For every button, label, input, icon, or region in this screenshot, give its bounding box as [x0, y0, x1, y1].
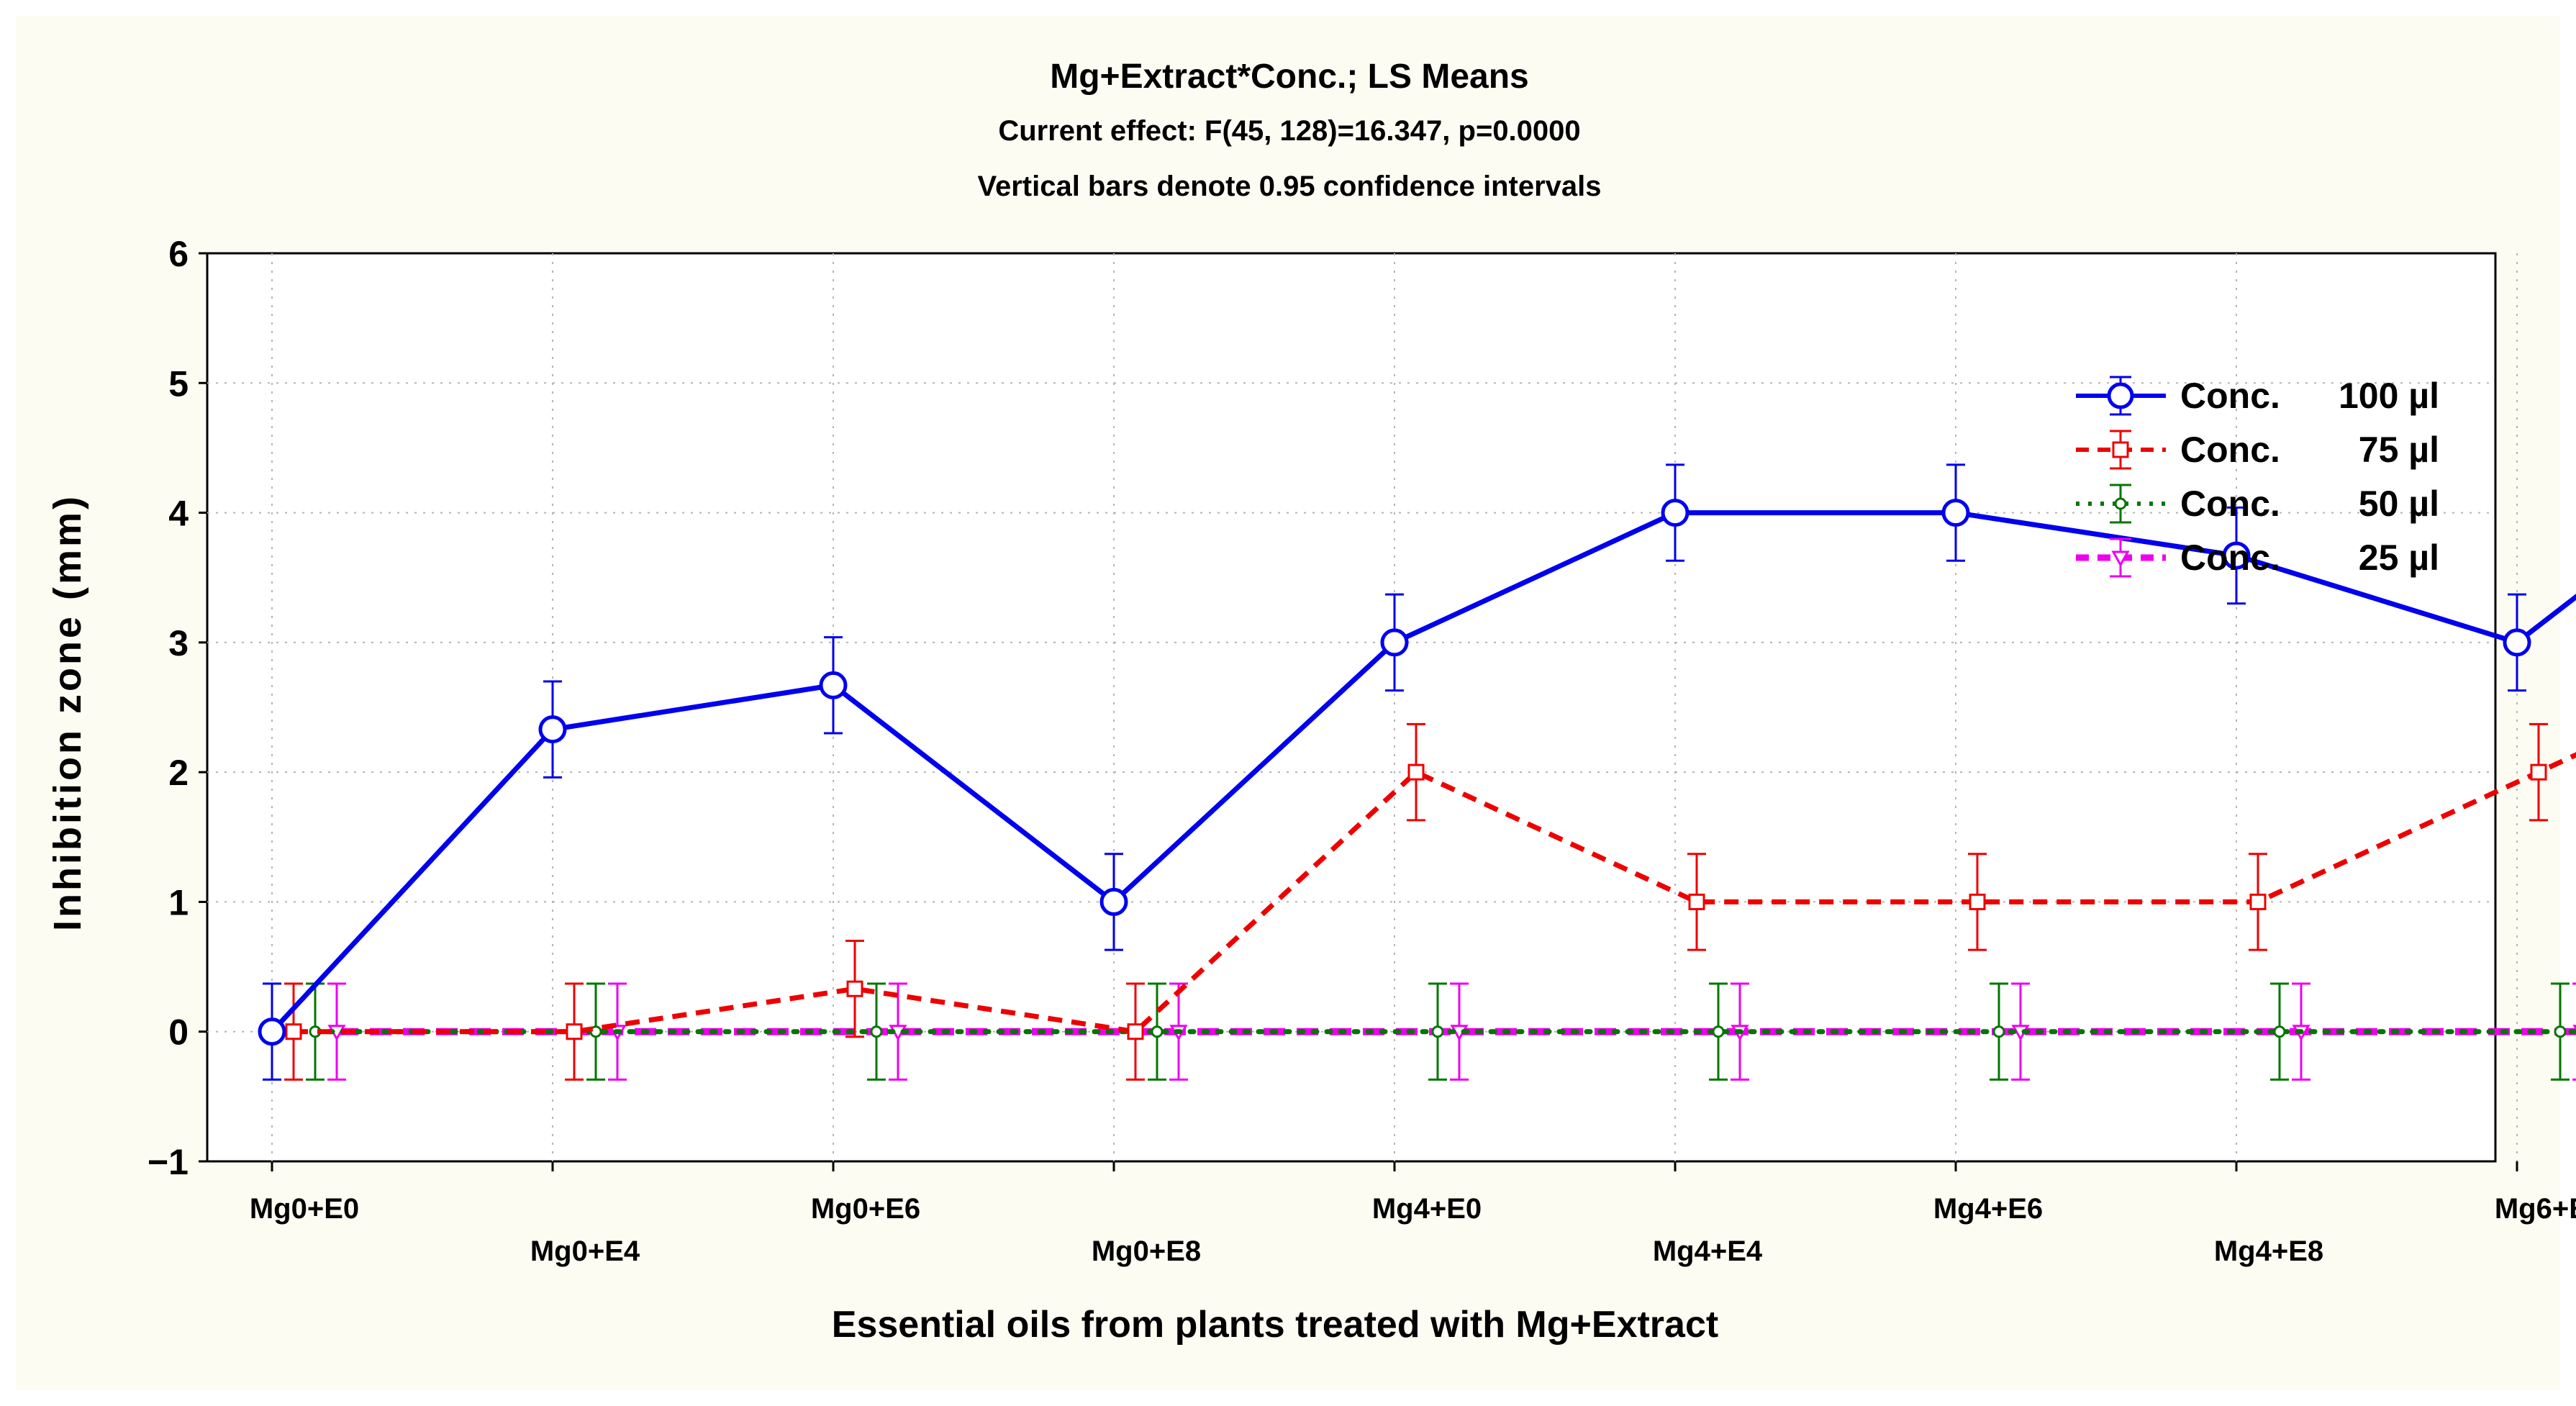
legend: Conc. 100 µl Conc. 75 µl Conc. 50 µl Conc. 25 µ…	[2076, 376, 2439, 578]
data-point	[846, 980, 863, 997]
x-tick-label: Mg4+E4	[1653, 1235, 1763, 1267]
legend-item-2: Conc. 50 µl	[2076, 484, 2439, 524]
y-tick-label: 2	[168, 753, 189, 793]
legend-marker	[2111, 550, 2130, 568]
legend-conc: 100 µl	[2339, 376, 2439, 416]
legend-marker	[2112, 441, 2129, 458]
legend-item-3: Conc. 25 µl	[2076, 538, 2439, 578]
data-point	[1969, 893, 1986, 910]
x-tick-label: Mg6+E0	[2495, 1193, 2576, 1225]
data-point	[2249, 893, 2267, 910]
x-tick-label: Mg4+E8	[2214, 1235, 2323, 1267]
data-point	[2273, 1025, 2286, 1038]
x-tick-label: Mg0+E0	[250, 1193, 359, 1225]
chart-title: Mg+Extract*Conc.; LS Means	[1050, 58, 1528, 96]
plot-area	[206, 252, 2497, 1163]
data-point	[1661, 499, 1690, 527]
data-point	[1992, 1025, 2005, 1038]
data-point	[2554, 1025, 2567, 1038]
legend-label: Conc.	[2180, 430, 2280, 470]
x-tick-label: Mg4+E0	[1372, 1193, 1482, 1225]
y-tick-label: 5	[168, 363, 189, 404]
data-point	[870, 1025, 883, 1038]
data-point	[1380, 628, 1409, 657]
x-tick-label: Mg0+E6	[811, 1193, 920, 1225]
chart-subtitle-ci: Vertical bars denote 0.95 confidence int…	[977, 171, 1601, 202]
legend-marker	[2107, 382, 2134, 409]
data-series	[258, 463, 2576, 1081]
y-tick-label: 1	[168, 882, 189, 922]
legend-item-1: Conc. 75 µl	[2076, 430, 2439, 470]
data-point	[819, 671, 848, 699]
data-point	[258, 1017, 286, 1046]
series-line	[270, 510, 2576, 1034]
legend-item-0: Conc. 100 µl	[2076, 376, 2439, 416]
x-tick-label: Mg0+E8	[1092, 1235, 1201, 1267]
legend-label: Conc.	[2180, 376, 2280, 416]
data-point	[1431, 1025, 1444, 1038]
legend-marker	[2114, 497, 2127, 510]
data-point	[285, 1023, 302, 1040]
y-tick-label: 4	[168, 494, 189, 534]
data-point	[1712, 1025, 1725, 1038]
data-point	[566, 1023, 583, 1040]
chart-subtitle-effect: Current effect: F(45, 128)=16.347, p=0.0…	[998, 115, 1580, 147]
data-point	[1099, 887, 1128, 916]
x-axis-label: Essential oils from plants treated with …	[832, 1304, 1718, 1346]
y-tick-label: 3	[168, 623, 189, 663]
data-point	[1151, 1025, 1164, 1038]
y-tick-label: −1	[148, 1142, 189, 1182]
series-0	[258, 463, 2576, 1081]
data-point	[1941, 499, 1970, 527]
y-tick-label: 0	[168, 1012, 189, 1053]
legend-conc: 75 µl	[2359, 430, 2439, 470]
data-point	[1127, 1023, 1144, 1040]
x-tick-label: Mg0+E4	[530, 1235, 640, 1267]
y-tick-label: 6	[168, 234, 189, 274]
legend-label: Conc.	[2180, 538, 2280, 578]
data-point	[2503, 628, 2531, 657]
x-tick-label: Mg4+E6	[1933, 1193, 2043, 1225]
data-point	[538, 715, 567, 744]
y-axis-label: Inhibition zone (mm)	[46, 494, 89, 931]
legend-conc: 50 µl	[2359, 484, 2439, 524]
data-point	[1407, 763, 1425, 781]
data-point	[2222, 541, 2251, 570]
legend-conc: 25 µl	[2359, 538, 2439, 578]
axis-ticks: 6 5 4 3 2 1 0 −1 Mg0+E0 Mg0+E4 Mg0+E6 Mg0+E8 Mg4+E0 M…	[148, 234, 2576, 1267]
data-point	[1688, 893, 1705, 910]
data-point	[2530, 763, 2547, 781]
series-1	[284, 722, 2576, 1081]
legend-label: Conc.	[2180, 484, 2280, 524]
